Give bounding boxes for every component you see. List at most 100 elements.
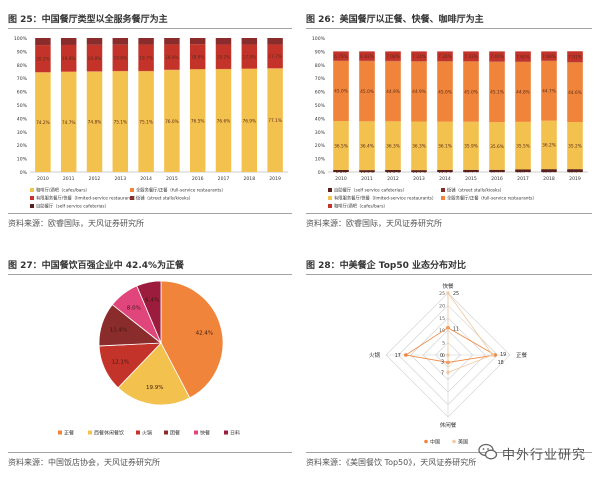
panel-fig28: 图 28：中美餐企 Top50 业态分布对比 0 5 10 15 20 25 快餐 正餐 休闲餐… bbox=[306, 258, 592, 468]
data-label: 75.1% bbox=[113, 119, 127, 125]
y-tick-label: 10% bbox=[17, 157, 28, 163]
title-divider bbox=[306, 28, 592, 29]
legend-swatch bbox=[441, 188, 445, 192]
bar-segment bbox=[164, 38, 180, 45]
panel-fig26: 图 26：美国餐厅以正餐、快餐、咖啡厅为主 0% 10% 20% 30% 40% 50% 6… bbox=[306, 12, 592, 232]
source-divider bbox=[8, 452, 292, 453]
y-tick-label: 100% bbox=[14, 36, 28, 42]
bar-segment bbox=[359, 170, 375, 172]
radar-axis-label: 火锅 bbox=[369, 351, 381, 359]
y-tick-label: 90% bbox=[17, 49, 28, 55]
legend-swatch bbox=[130, 196, 134, 200]
legend-label: 有限服务餐厅/快餐（limited-service restaurants） bbox=[334, 195, 436, 202]
bar-segment bbox=[411, 51, 427, 62]
legend-label: 自助餐厅（self service cafeterias） bbox=[36, 203, 109, 210]
data-label: 44.9% bbox=[386, 89, 400, 95]
data-label: 19.8% bbox=[62, 56, 76, 62]
bar-segment bbox=[138, 71, 154, 172]
x-tick-label: 2018 bbox=[543, 176, 555, 182]
pie-label: 8.0% bbox=[127, 306, 141, 312]
data-label: 19.6% bbox=[113, 56, 127, 62]
bar-segment bbox=[215, 44, 232, 69]
data-label: 6.79% bbox=[334, 54, 348, 60]
data-label: 6.93% bbox=[360, 54, 374, 60]
bar-segment bbox=[489, 51, 505, 62]
bar-segment bbox=[60, 44, 77, 72]
title-divider bbox=[8, 274, 292, 275]
data-label: 17.9% bbox=[242, 54, 256, 60]
bar-segment bbox=[489, 169, 505, 172]
x-tick-label: 2011 bbox=[63, 176, 75, 182]
panel-title: 图 25：中国餐厅类型以全服务餐厅为主 bbox=[8, 15, 168, 25]
bar-segment bbox=[541, 51, 557, 61]
watermark: 中外行业研究 bbox=[478, 440, 596, 466]
bar-segment bbox=[411, 121, 427, 171]
legend-swatch bbox=[58, 430, 62, 435]
bar-segment bbox=[267, 38, 283, 45]
data-label: 76.5% bbox=[191, 119, 205, 125]
panel-fig27: 图 27：中国餐饮百强企业中 42.4%为正餐 42.4% 19.9% 12.1% 1… bbox=[8, 258, 292, 468]
legend-label: 正餐 bbox=[64, 430, 74, 437]
y-tick-label: 40% bbox=[17, 116, 28, 122]
data-label: 36.5% bbox=[334, 143, 348, 149]
panel-source: 资料来源：欧睿国际，天风证券研究所 bbox=[8, 219, 144, 228]
y-tick-label: 20% bbox=[17, 143, 28, 149]
bar-segment bbox=[86, 38, 103, 45]
pie-label: 12.1% bbox=[112, 359, 129, 365]
y-tick-label: 80% bbox=[17, 63, 28, 69]
legend-swatch bbox=[328, 188, 332, 192]
bar-segment bbox=[359, 61, 375, 122]
data-label: 19.8% bbox=[88, 56, 102, 62]
bar-segment bbox=[463, 121, 479, 170]
panel-source: 资料来源：欧睿国际，天风证券研究所 bbox=[306, 219, 442, 228]
bar-segment bbox=[189, 69, 206, 172]
data-label: 7.60% bbox=[516, 54, 530, 60]
bar-segment bbox=[138, 38, 154, 45]
panel-source: 资料来源：中国饭店协会，天风证券研究所 bbox=[8, 458, 160, 467]
panel-title: 图 27：中国餐饮百强企业中 42.4%为正餐 bbox=[8, 261, 185, 271]
bar-segment bbox=[541, 60, 557, 121]
radar-point bbox=[446, 353, 450, 357]
bar-segment bbox=[112, 38, 129, 45]
watermark-text: 中外行业研究 bbox=[502, 448, 587, 463]
legend-swatch bbox=[424, 439, 428, 444]
bar-segment bbox=[35, 72, 51, 172]
data-label: 75.1% bbox=[139, 119, 153, 125]
x-tick-label: 2014 bbox=[140, 176, 152, 182]
bar-segment bbox=[241, 38, 258, 45]
y-tick-label: 50% bbox=[17, 103, 28, 109]
data-label: 7.24% bbox=[438, 54, 452, 60]
radar-point bbox=[490, 353, 495, 357]
legend-swatch bbox=[136, 430, 140, 435]
y-tick-label: 60% bbox=[315, 90, 326, 96]
data-label: 45.0% bbox=[334, 89, 348, 95]
y-tick-label: 0% bbox=[20, 170, 28, 176]
legend-label: 火锅 bbox=[142, 430, 152, 437]
legend-label: 西餐休闲餐饮 bbox=[94, 430, 124, 437]
bar-segment bbox=[164, 44, 180, 70]
data-label: 76.0% bbox=[165, 119, 179, 125]
bar-segment bbox=[333, 121, 349, 170]
bar-segment bbox=[60, 38, 77, 45]
radar-point bbox=[404, 353, 408, 357]
legend-swatch bbox=[452, 439, 456, 444]
bar-segment bbox=[359, 121, 375, 171]
data-label: 18.6% bbox=[191, 54, 205, 60]
bar-segment bbox=[515, 51, 531, 62]
data-label: 11.4% bbox=[360, 169, 374, 175]
data-label: 7.24% bbox=[412, 54, 426, 60]
radar-value-label: 25 bbox=[453, 291, 459, 297]
legend-label: 全服务餐厅/正餐（full-service restaurants） bbox=[136, 187, 226, 194]
legend-swatch bbox=[328, 196, 332, 200]
data-label: 20.2% bbox=[36, 56, 50, 62]
legend-label: 美国 bbox=[458, 439, 468, 446]
data-label: 36.3% bbox=[412, 144, 426, 150]
x-tick-label: 2011 bbox=[361, 176, 373, 182]
bar-segment bbox=[86, 71, 103, 172]
legend-swatch bbox=[328, 204, 332, 208]
y-tick-label: 70% bbox=[17, 76, 28, 82]
x-tick-label: 2010 bbox=[37, 176, 49, 182]
bar-segment bbox=[437, 121, 453, 170]
bar-segment bbox=[112, 71, 129, 172]
data-label: 45.0% bbox=[360, 89, 374, 95]
